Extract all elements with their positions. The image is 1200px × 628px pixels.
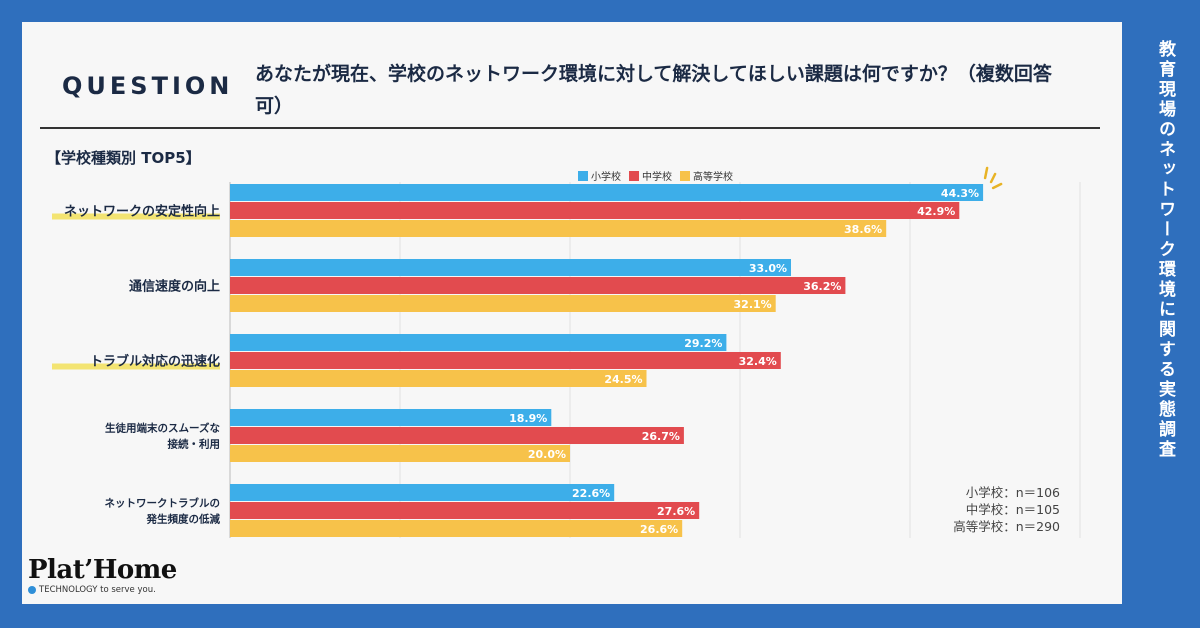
gear-icon <box>28 586 36 594</box>
bar-value-label: 20.0% <box>528 448 566 461</box>
category-label: 通信速度の向上 <box>129 279 220 295</box>
question-text: あなたが現在、学校のネットワーク環境に対して解決してほしい課題は何ですか？（複数… <box>255 63 1052 117</box>
bar <box>230 484 615 501</box>
bar-value-label: 29.2% <box>684 337 722 350</box>
legend-swatch-high <box>680 170 690 181</box>
bar <box>230 409 552 426</box>
category-highlight <box>52 213 220 220</box>
bar <box>230 277 846 294</box>
category-label: 生徒用端末のスムーズな <box>105 422 220 435</box>
bar <box>230 202 960 219</box>
bar-value-label: 32.4% <box>739 355 777 368</box>
legend-item-high: 高等学校 <box>680 168 733 183</box>
bar <box>230 259 791 276</box>
bar <box>230 445 570 462</box>
sample-size-elementary: 小学校：n＝106 <box>965 485 1060 500</box>
bar-value-label: 22.6% <box>572 487 610 500</box>
survey-title: 教育現場のネットワーク環境に関する実態調査 <box>1155 40 1175 460</box>
accent-burst-icon <box>991 182 1003 190</box>
category-highlight <box>52 363 220 370</box>
question-label: QUESTION <box>62 72 234 100</box>
chart-subtitle: 【学校種類別 TOP5】 <box>46 149 201 167</box>
bar <box>230 427 684 444</box>
legend: 小学校 中学校 高等学校 <box>578 168 733 183</box>
legend-label-high: 高等学校 <box>693 172 733 183</box>
bar-value-label: 44.3% <box>941 187 979 200</box>
sample-size-junior: 中学校：n＝105 <box>965 502 1060 517</box>
logo-tagline-row: TECHNOLOGY to serve you. <box>28 585 177 595</box>
bar-value-label: 32.1% <box>734 298 772 311</box>
bar-value-label: 38.6% <box>844 223 882 236</box>
sample-sizes: 小学校：n＝106 中学校：n＝105 高等学校：n＝290 <box>930 484 1060 535</box>
bar-value-label: 26.6% <box>640 523 678 536</box>
accent-burst-icon <box>989 172 997 184</box>
legend-label-junior: 中学校 <box>642 172 672 183</box>
legend-item-junior: 中学校 <box>629 168 672 183</box>
legend-item-elementary: 小学校 <box>578 168 621 183</box>
divider <box>40 127 1100 129</box>
bar-value-label: 24.5% <box>604 373 642 386</box>
legend-swatch-junior <box>629 170 639 181</box>
bar <box>230 295 776 312</box>
category-label: ネットワークトラブルの <box>105 497 221 510</box>
platome-logo: Plat’Home TECHNOLOGY to serve you. <box>28 555 177 595</box>
bar-value-label: 33.0% <box>749 262 787 275</box>
bar <box>230 334 727 351</box>
bar-value-label: 27.6% <box>657 505 695 518</box>
bar <box>230 220 887 237</box>
accent-burst-icon <box>983 166 989 180</box>
bar-value-label: 18.9% <box>509 412 547 425</box>
bar-value-label: 36.2% <box>803 280 841 293</box>
bar-value-label: 26.7% <box>642 430 680 443</box>
logo-tagline: TECHNOLOGY to serve you. <box>39 585 156 595</box>
bar <box>230 184 984 201</box>
bar <box>230 370 647 387</box>
legend-swatch-elementary <box>578 170 588 181</box>
bar-value-label: 42.9% <box>917 205 955 218</box>
category-label: トラブル対応の迅速化 <box>90 354 220 370</box>
logo-name: Plat’Home <box>28 555 177 585</box>
bar <box>230 502 700 519</box>
bar <box>230 520 683 537</box>
category-label: ネットワークの安定性向上 <box>64 204 220 220</box>
category-label: 発生頻度の低減 <box>146 513 221 526</box>
sample-size-high: 高等学校：n＝290 <box>953 519 1060 534</box>
bar <box>230 352 781 369</box>
category-label: 接続・利用 <box>168 438 221 451</box>
legend-label-elementary: 小学校 <box>591 172 621 183</box>
